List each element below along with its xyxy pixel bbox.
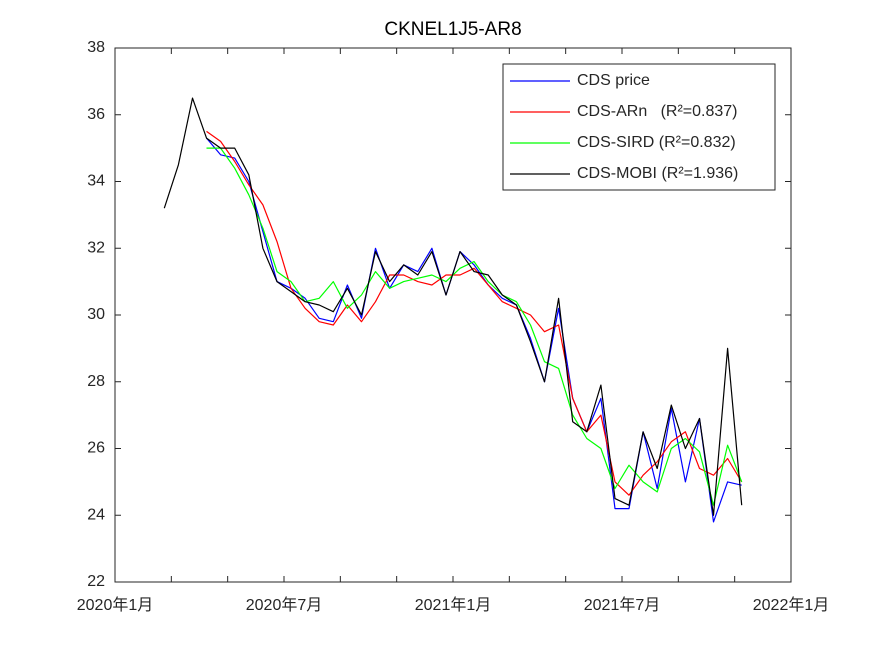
x-tick-label: 2022年1月 bbox=[753, 596, 830, 614]
series-line bbox=[163, 97, 743, 516]
series-line bbox=[206, 147, 743, 506]
y-tick-label: 38 bbox=[87, 39, 105, 56]
series-line bbox=[206, 137, 742, 523]
y-tick-label: 32 bbox=[87, 239, 105, 256]
legend-label: CDS-ARn (R²=0.837) bbox=[577, 103, 738, 120]
x-tick-label: 2020年7月 bbox=[246, 596, 323, 614]
y-tick-label: 24 bbox=[87, 506, 105, 523]
x-tick-label: 2021年7月 bbox=[584, 596, 661, 614]
legend-label: CDS-SIRD (R²=0.832) bbox=[577, 134, 736, 151]
y-tick-label: 36 bbox=[87, 106, 105, 123]
x-tick-label: 2021年1月 bbox=[415, 596, 492, 614]
legend-label: CDS-MOBI (R²=1.936) bbox=[577, 165, 738, 182]
y-tick-label: 34 bbox=[87, 173, 105, 190]
y-tick-label: 28 bbox=[87, 373, 105, 390]
x-tick-label: 2020年1月 bbox=[77, 596, 154, 614]
y-tick-label: 26 bbox=[87, 440, 105, 457]
chart-title: CKNEL1J5-AR8 bbox=[384, 19, 521, 40]
legend-box bbox=[502, 63, 776, 191]
legend-label: CDS price bbox=[577, 72, 650, 89]
y-tick-label: 30 bbox=[87, 306, 105, 323]
y-tick-label: 22 bbox=[87, 573, 105, 590]
